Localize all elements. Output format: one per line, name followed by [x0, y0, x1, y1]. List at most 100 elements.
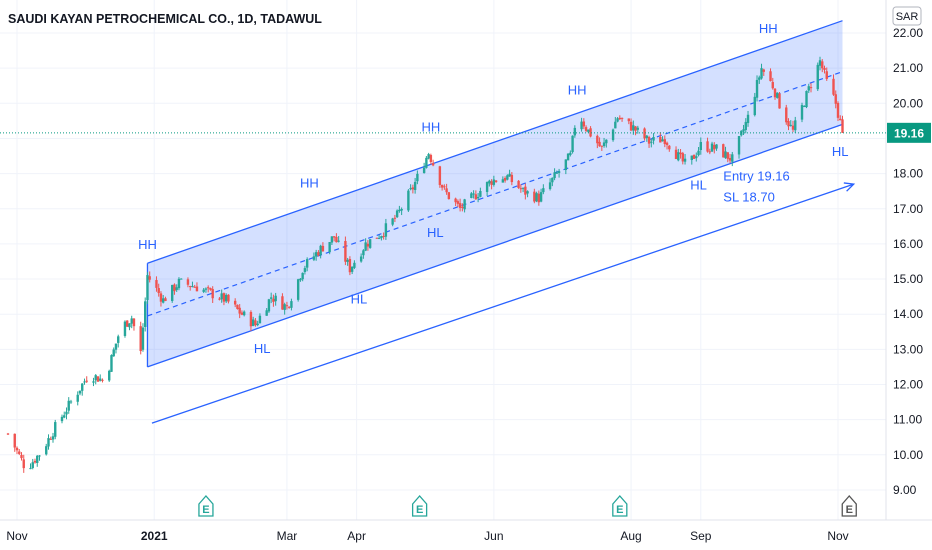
candle[interactable]	[296, 279, 300, 300]
candle[interactable]	[141, 327, 145, 350]
candle[interactable]	[584, 127, 588, 131]
candle[interactable]	[411, 187, 415, 190]
candle[interactable]	[110, 355, 113, 372]
candle[interactable]	[283, 304, 286, 310]
candle[interactable]	[366, 243, 370, 247]
candle[interactable]	[582, 121, 586, 127]
candle[interactable]	[458, 203, 462, 208]
candle[interactable]	[398, 209, 401, 212]
candle[interactable]	[443, 186, 446, 188]
candle[interactable]	[377, 237, 381, 239]
candle[interactable]	[186, 279, 190, 285]
candle[interactable]	[708, 151, 711, 153]
candle[interactable]	[222, 293, 226, 302]
candle[interactable]	[254, 320, 257, 326]
candle[interactable]	[173, 284, 176, 292]
candle[interactable]	[429, 155, 433, 162]
candle[interactable]	[81, 383, 84, 391]
candle[interactable]	[368, 239, 372, 248]
candle[interactable]	[681, 153, 684, 162]
candle[interactable]	[643, 128, 646, 139]
candle[interactable]	[63, 415, 66, 418]
candle[interactable]	[314, 252, 318, 257]
projection-line[interactable]	[151, 183, 854, 424]
candle[interactable]	[242, 311, 246, 316]
candle[interactable]	[49, 438, 52, 440]
candle[interactable]	[677, 152, 680, 161]
candle[interactable]	[335, 236, 338, 243]
candle[interactable]	[618, 117, 622, 120]
candle[interactable]	[611, 129, 615, 141]
candle[interactable]	[807, 86, 810, 91]
candle[interactable]	[251, 319, 255, 326]
candle[interactable]	[171, 284, 174, 301]
candle[interactable]	[359, 256, 363, 262]
candle[interactable]	[839, 118, 842, 121]
candle[interactable]	[809, 87, 813, 89]
candle[interactable]	[20, 454, 23, 459]
candle[interactable]	[364, 242, 367, 251]
candle[interactable]	[60, 416, 64, 422]
candle[interactable]	[470, 193, 473, 198]
candle[interactable]	[31, 462, 34, 468]
candle[interactable]	[661, 139, 664, 142]
candle[interactable]	[413, 181, 417, 190]
swing-label-hl[interactable]: HL	[254, 341, 271, 356]
candle[interactable]	[724, 151, 727, 159]
candle[interactable]	[177, 278, 181, 289]
candle[interactable]	[144, 301, 147, 327]
swing-label-hh[interactable]: HH	[759, 21, 778, 36]
candle[interactable]	[602, 142, 606, 147]
candle[interactable]	[85, 380, 88, 382]
candle[interactable]	[438, 166, 442, 185]
swing-label-hl[interactable]: HL	[690, 177, 707, 192]
candle[interactable]	[400, 209, 403, 211]
candle[interactable]	[328, 242, 331, 252]
candle[interactable]	[548, 182, 552, 190]
candle[interactable]	[346, 259, 349, 262]
candle[interactable]	[256, 323, 259, 326]
candle[interactable]	[348, 259, 352, 273]
candle[interactable]	[305, 259, 309, 268]
candle[interactable]	[573, 127, 577, 136]
candle[interactable]	[805, 90, 808, 108]
candle[interactable]	[123, 321, 127, 336]
candle[interactable]	[697, 150, 700, 156]
candle[interactable]	[202, 289, 205, 292]
candle[interactable]	[695, 156, 698, 159]
trade-note-line[interactable]: Entry 19.16	[723, 169, 790, 184]
candle[interactable]	[659, 136, 662, 143]
candle[interactable]	[753, 96, 756, 116]
candle[interactable]	[427, 154, 430, 159]
candle[interactable]	[816, 64, 819, 90]
swing-label-hl[interactable]: HL	[351, 292, 368, 307]
earnings-marker[interactable]: E	[198, 495, 214, 517]
candle[interactable]	[494, 180, 498, 182]
candle[interactable]	[650, 141, 653, 143]
candle[interactable]	[715, 144, 718, 149]
candle[interactable]	[54, 422, 57, 437]
candle[interactable]	[521, 187, 525, 189]
earnings-marker[interactable]: E	[841, 495, 857, 517]
candle[interactable]	[474, 194, 478, 200]
candle[interactable]	[272, 298, 275, 302]
candle[interactable]	[485, 182, 489, 192]
candle[interactable]	[690, 155, 693, 161]
candle[interactable]	[76, 394, 79, 402]
candle[interactable]	[83, 381, 86, 383]
swing-label-hh[interactable]: HH	[421, 119, 440, 134]
candle[interactable]	[22, 459, 25, 469]
candle[interactable]	[461, 206, 464, 208]
candle[interactable]	[587, 129, 590, 132]
candle[interactable]	[290, 301, 293, 308]
candle[interactable]	[99, 378, 102, 381]
candle[interactable]	[744, 121, 747, 131]
candle[interactable]	[350, 266, 354, 272]
candle[interactable]	[834, 94, 837, 104]
candle[interactable]	[758, 77, 761, 80]
candle[interactable]	[634, 126, 637, 131]
candle[interactable]	[647, 137, 651, 144]
candle[interactable]	[112, 349, 115, 357]
candle[interactable]	[519, 188, 523, 190]
candle[interactable]	[224, 294, 228, 302]
